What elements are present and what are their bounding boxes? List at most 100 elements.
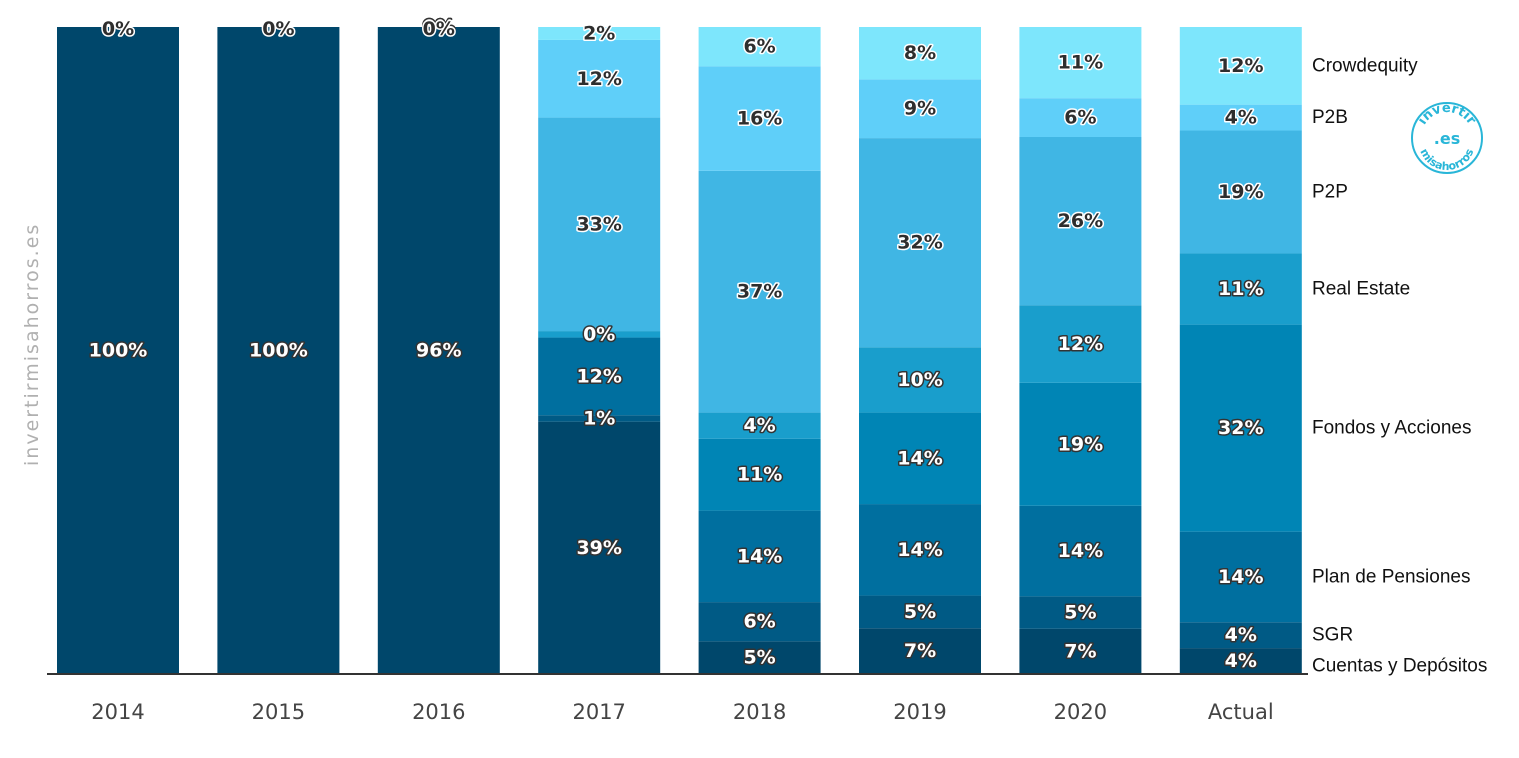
value-label-2015-crowdequity: 0%: [262, 18, 294, 40]
category-labels-layer: 2014 2015 2016 2017 2018 2019 2020 Actual: [91, 700, 1273, 724]
series-labels-layer: Cuentas y Depósitos SGR Plan de Pensiones F…: [1312, 55, 1487, 676]
bar-2017-p2b: [538, 39, 661, 118]
invertirmisahorros-logo: invertir .es misahorros: [1411, 101, 1483, 174]
bar-2019-p2p: [859, 138, 981, 348]
value-label-2019-sgr: 5%: [904, 601, 936, 623]
value-label-2019-real-estate: 10%: [897, 369, 942, 391]
value-label-2019-fondos-y-acciones: 14%: [897, 447, 942, 469]
bar-2017-crowdequity: [538, 27, 661, 40]
logo-circle: [1411, 102, 1483, 174]
bar-2018-p2b: [698, 66, 821, 171]
series-label-cuentas-y-depositos: Cuentas y Depósitos: [1312, 656, 1487, 677]
bar-2018-fondos-y-acciones: [698, 438, 821, 511]
bar-2020-sgr: [1019, 596, 1142, 629]
watermark-text: invertirmisahorros.es: [21, 223, 43, 466]
category-label-2018: 2018: [733, 700, 786, 724]
value-label-actual-cuentas-y-depositos: 4%: [1225, 650, 1257, 672]
value-label-2018-p2p: 37%: [737, 281, 782, 303]
bar-2020-fondos-y-acciones: [1019, 382, 1142, 506]
value-label-2018-sgr: 6%: [743, 611, 775, 633]
value-label-2017-plan-de-pensiones: 12%: [576, 365, 621, 387]
category-label-2017: 2017: [572, 700, 625, 724]
series-label-crowdequity: Crowdequity: [1312, 55, 1418, 76]
value-label-2020-cuentas-y-depositos: 7%: [1064, 640, 1096, 662]
series-label-plan-de-pensiones: Plan de Pensiones: [1312, 566, 1470, 587]
bar-2017-plan-de-pensiones: [538, 337, 661, 416]
value-label-2019-p2b: 9%: [904, 98, 936, 120]
bar-2019-crowdequity: [859, 27, 981, 80]
value-label-actual-sgr: 4%: [1225, 624, 1257, 646]
value-label-2020-plan-de-pensiones: 14%: [1058, 540, 1103, 562]
value-label-2016-sgr: 0%: [423, 16, 455, 38]
value-label-2018-real-estate: 4%: [743, 415, 775, 437]
bar-actual-cuentas-y-depositos: [1179, 648, 1302, 674]
category-label-2020: 2020: [1054, 700, 1107, 724]
category-label-2015: 2015: [252, 700, 305, 724]
value-label-2018-crowdequity: 6%: [743, 36, 775, 58]
value-label-actual-fondos-y-acciones: 32%: [1218, 417, 1263, 439]
bar-2019-sgr: [859, 595, 981, 629]
bar-actual-plan-de-pensiones: [1179, 531, 1302, 623]
bar-2014-cuentas-y-depositos: [57, 27, 179, 674]
bar-2019-real-estate: [859, 347, 981, 413]
value-labels-layer: 100%0%100%0%96%0%0%0%39%1%12%0%33%12%2%5…: [87, 15, 1265, 674]
value-label-2020-p2p: 26%: [1058, 210, 1103, 232]
bar-2018-crowdequity: [698, 27, 821, 67]
value-label-2017-cuentas-y-depositos: 39%: [576, 537, 621, 559]
value-label-2016-crowdequity: 0%: [423, 18, 455, 40]
bar-2020-p2p: [1019, 136, 1142, 306]
bar-2016-cuentas-y-depositos: [377, 27, 500, 674]
bar-2020-crowdequity: [1019, 27, 1142, 99]
value-label-2020-sgr: 5%: [1064, 602, 1096, 624]
value-label-2018-plan-de-pensiones: 14%: [737, 545, 782, 567]
value-label-2017-p2p: 33%: [576, 213, 621, 235]
value-label-2018-fondos-y-acciones: 11%: [737, 464, 782, 486]
bar-2020-p2b: [1019, 98, 1142, 137]
category-label-actual: Actual: [1208, 700, 1274, 724]
logo-middle-text: .es: [1434, 129, 1460, 148]
bar-2017-real-estate: [538, 331, 661, 338]
value-label-2014-crowdequity: 0%: [102, 18, 134, 40]
series-label-real-estate: Real Estate: [1312, 279, 1410, 300]
bar-2020-cuentas-y-depositos: [1019, 628, 1142, 674]
value-label-2020-real-estate: 12%: [1058, 333, 1103, 355]
value-label-2018-p2b: 16%: [737, 107, 782, 129]
value-label-2016-cuentas-y-depositos: 96%: [416, 340, 461, 362]
series-label-sgr: SGR: [1312, 625, 1353, 646]
value-label-2016-plan-de-pensiones: 0%: [423, 16, 455, 38]
value-label-2020-fondos-y-acciones: 19%: [1058, 433, 1103, 455]
bar-actual-sgr: [1179, 622, 1302, 649]
bar-actual-real-estate: [1179, 253, 1302, 325]
value-label-actual-p2b: 4%: [1225, 107, 1257, 129]
value-label-2020-p2b: 6%: [1064, 107, 1096, 129]
value-label-actual-p2p: 19%: [1218, 181, 1263, 203]
bar-2019-cuentas-y-depositos: [859, 628, 981, 674]
value-label-2017-sgr: 1%: [583, 407, 615, 429]
value-label-actual-plan-de-pensiones: 14%: [1218, 566, 1263, 588]
bar-actual-fondos-y-acciones: [1179, 324, 1302, 532]
bar-actual-p2p: [1179, 130, 1302, 254]
bar-2017-sgr: [538, 415, 661, 422]
bar-2018-p2p: [698, 170, 821, 413]
series-label-fondos-y-acciones: Fondos y Acciones: [1312, 418, 1471, 439]
bar-2019-fondos-y-acciones: [859, 412, 981, 505]
bar-2015-cuentas-y-depositos: [217, 27, 340, 674]
value-label-2014-cuentas-y-depositos: 100%: [89, 340, 148, 362]
bar-2018-sgr: [698, 602, 821, 642]
bar-2019-p2b: [859, 79, 981, 139]
value-label-2017-p2b: 12%: [576, 68, 621, 90]
series-label-p2p: P2P: [1312, 181, 1348, 202]
value-label-2019-p2p: 32%: [897, 232, 942, 254]
category-label-2016: 2016: [412, 700, 465, 724]
value-label-2019-cuentas-y-depositos: 7%: [904, 640, 936, 662]
bar-2018-cuentas-y-depositos: [698, 641, 821, 674]
value-label-actual-real-estate: 11%: [1218, 278, 1263, 300]
bar-2019-plan-de-pensiones: [859, 504, 981, 596]
bar-2017-cuentas-y-depositos: [538, 421, 661, 674]
bar-2020-plan-de-pensiones: [1019, 505, 1142, 597]
value-label-2017-real-estate: 0%: [583, 323, 615, 345]
bar-2018-real-estate: [698, 412, 821, 439]
value-label-2020-crowdequity: 11%: [1058, 52, 1103, 74]
category-label-2014: 2014: [91, 700, 144, 724]
